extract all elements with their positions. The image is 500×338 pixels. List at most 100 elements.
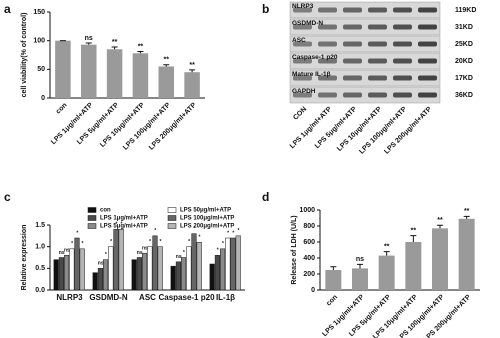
error-bar — [111, 46, 118, 50]
bar — [230, 237, 236, 291]
blot-band — [393, 58, 412, 64]
significance: ** — [112, 39, 118, 46]
blot-band — [393, 7, 412, 13]
lane-label: CON — [292, 106, 308, 122]
lane-label: LPS 10μg/ml+ATP — [336, 106, 383, 153]
bar — [81, 44, 97, 98]
bar — [235, 235, 241, 291]
blot-band — [418, 41, 437, 47]
significance: * — [110, 239, 112, 245]
x-tick-label: LPS 200μg/ml+ATP — [148, 102, 198, 152]
size-label: 20KD — [455, 58, 473, 65]
blot-band — [293, 7, 312, 13]
x-tick-label: IL-1β — [216, 293, 235, 302]
y-tick-label: 1.5 — [35, 222, 45, 229]
legend-label: LPS 50μg/ml+ATP — [180, 208, 231, 214]
significance: ** — [384, 243, 390, 250]
x-tick-label: LPS 100μg/ml+ATP — [122, 102, 172, 152]
bar — [157, 246, 163, 291]
blot-band — [393, 24, 412, 30]
y-axis-label: cell viability(% of control) — [21, 13, 28, 98]
blot-band — [343, 7, 362, 13]
blot-band — [343, 58, 362, 64]
x-tick-label: GSDMD-N — [89, 293, 127, 302]
blot-band — [418, 58, 437, 64]
bar — [158, 66, 174, 98]
significance: ns — [137, 250, 143, 256]
size-label: 17KD — [455, 75, 473, 82]
bar — [113, 229, 119, 291]
y-tick-label: 0.5 — [35, 265, 45, 272]
significance: * — [183, 250, 185, 256]
error-bar — [163, 64, 170, 67]
blot-band — [368, 92, 387, 98]
y-tick-label: 400 — [303, 255, 315, 262]
x-tick-label: LPS 10μg/ml+ATP — [99, 102, 146, 149]
legend-label: LPS 100μg/ml+ATP — [180, 216, 234, 222]
bar — [142, 252, 148, 291]
bar — [64, 255, 70, 291]
legend-label: LPS 1μg/ml+ATP — [100, 216, 148, 222]
bar — [378, 255, 395, 290]
blot-band — [293, 41, 312, 47]
significance: * — [71, 241, 73, 247]
bar — [220, 248, 226, 291]
blot-strip — [289, 18, 441, 36]
y-tick-label: 50 — [37, 66, 45, 73]
significance: * — [199, 235, 201, 241]
protein-label: ASC — [292, 37, 306, 44]
error-bar — [357, 263, 363, 269]
y-tick-label: 800 — [303, 223, 315, 230]
significance: * — [154, 228, 156, 234]
significance: * — [188, 239, 190, 245]
bar — [405, 242, 422, 290]
blot-band — [368, 58, 387, 64]
legend-swatch — [87, 207, 97, 213]
error-bar — [463, 215, 470, 219]
bar — [325, 270, 342, 290]
bar — [103, 259, 109, 291]
blot-band — [418, 75, 437, 81]
x-tick-label: con — [325, 294, 339, 308]
panel-label: c — [4, 190, 11, 204]
blot-band — [418, 7, 437, 13]
blot-strip — [289, 52, 441, 70]
bar — [106, 49, 123, 98]
significance: ** — [411, 227, 417, 234]
significance: * — [82, 241, 84, 247]
blot-band — [318, 7, 337, 13]
error-bar — [383, 251, 390, 256]
error-bar — [437, 224, 443, 229]
legend-swatch — [87, 215, 97, 221]
bar — [97, 268, 103, 291]
bar — [225, 237, 231, 291]
y-tick-label: 100 — [33, 38, 45, 45]
significance: * — [193, 226, 195, 232]
y-tick-label: 0.0 — [35, 287, 45, 294]
significance: * — [217, 248, 219, 254]
blot-strip — [289, 1, 441, 19]
lane-label: LPS 200μg/ml+ATP — [383, 106, 433, 156]
legend-label: con — [100, 208, 111, 214]
bar — [432, 228, 448, 290]
bar — [53, 259, 59, 291]
y-axis-label: Relative expression — [21, 225, 28, 291]
bar — [147, 246, 153, 291]
y-tick-label: 600 — [303, 239, 315, 246]
significance: ns — [85, 35, 93, 42]
blot-band — [318, 58, 337, 64]
bar — [181, 257, 187, 291]
blot-band — [418, 24, 437, 30]
x-tick-label: NLRP3 — [56, 293, 83, 302]
bar — [209, 263, 215, 291]
significance: ** — [437, 217, 443, 224]
error-bar — [137, 51, 144, 54]
significance: ns — [356, 256, 364, 263]
significance: * — [227, 230, 229, 236]
error-bar — [85, 42, 92, 45]
blot-band — [343, 75, 362, 81]
size-label: 25KD — [455, 41, 473, 48]
bar — [118, 229, 124, 291]
significance: * — [222, 241, 224, 247]
bar — [170, 265, 176, 291]
